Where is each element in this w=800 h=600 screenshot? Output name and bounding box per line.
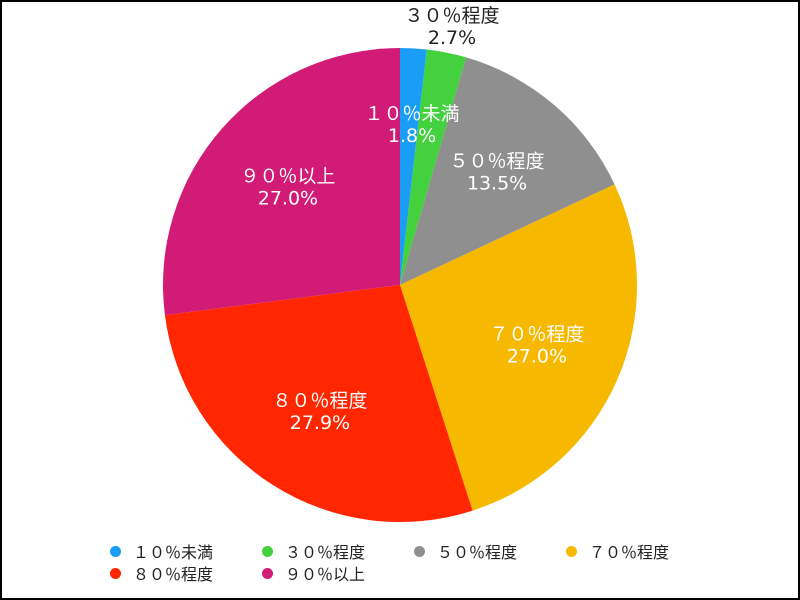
slice-value-label: 2.7% [428, 27, 476, 49]
legend-row-1: １０％未満 ３０％程度 ５０％程度 ７０％程度 [110, 540, 730, 562]
pie-slice [400, 48, 427, 285]
slice-category-label: ５０％程度 [450, 151, 545, 173]
legend-item: ７０％程度 [566, 539, 718, 563]
legend-row-2: ８０％程度 ９０％以上 [110, 562, 730, 584]
legend-marker [110, 545, 121, 557]
pie-slice [400, 184, 637, 511]
slice-value-label: 27.0% [258, 187, 318, 209]
legend-marker [262, 545, 273, 557]
pie-slices [163, 48, 637, 522]
slice-value-label: 13.5% [467, 173, 527, 195]
slice-category-label: ３０％程度 [404, 5, 499, 27]
legend: １０％未満 ３０％程度 ５０％程度 ７０％程度 ８０％程度 ９０％以上 [110, 540, 730, 584]
legend-marker [262, 567, 273, 579]
legend-label: ８０％程度 [133, 565, 214, 584]
slice-category-label: １０％未満 [364, 103, 459, 125]
slice-value-label: 1.8% [388, 125, 436, 147]
slice-category-label: ７０％程度 [489, 324, 584, 346]
pie-slice [400, 57, 615, 285]
legend-label: １０％未満 [133, 543, 214, 562]
legend-label: ７０％程度 [589, 543, 670, 562]
legend-marker [414, 545, 425, 557]
slice-category-label: ９０％以上 [240, 165, 335, 187]
pie-labels: １０％未満1.8%３０％程度2.7%５０％程度13.5%７０％程度27.0%８０… [240, 5, 584, 434]
legend-label: ９０％以上 [285, 565, 366, 584]
pie-slice [163, 48, 400, 316]
legend-item: １０％未満 [110, 539, 262, 563]
slice-value-label: 27.9% [290, 412, 350, 434]
legend-marker [566, 545, 577, 557]
legend-label: ３０％程度 [285, 543, 366, 562]
legend-label: ５０％程度 [437, 543, 518, 562]
legend-item: ８０％程度 [110, 561, 262, 585]
legend-item: ５０％程度 [414, 539, 566, 563]
slice-category-label: ８０％程度 [272, 390, 367, 412]
legend-item: ３０％程度 [262, 539, 414, 563]
legend-marker [110, 567, 121, 579]
pie-slice [400, 49, 467, 285]
pie-slice [164, 285, 473, 522]
legend-item: ９０％以上 [262, 561, 414, 585]
slice-value-label: 27.0% [507, 346, 567, 368]
